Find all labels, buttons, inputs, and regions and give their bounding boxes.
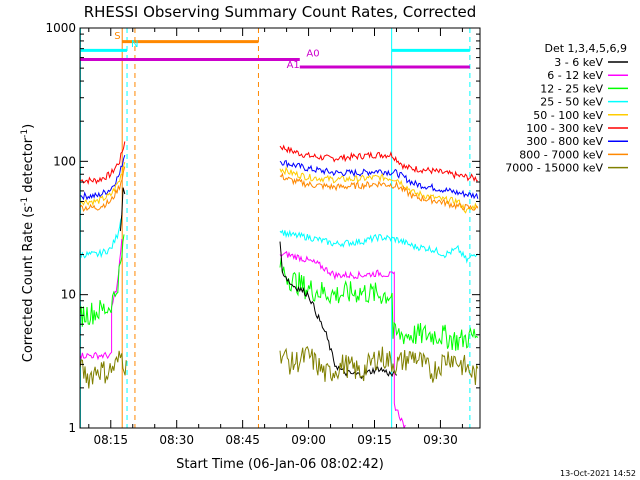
x-tick-label-5: 09:30 <box>423 433 458 447</box>
y-axis-title-mid: detector <box>21 137 36 197</box>
y-axis-title-sup1: -1 <box>20 197 30 206</box>
x-tick-label-0: 08:15 <box>93 433 128 447</box>
legend-label-1: 6 - 12 keV <box>547 69 603 82</box>
series-line-1 <box>80 154 479 201</box>
y-axis-title-end: ) <box>21 124 36 129</box>
flag-label-1: N <box>131 39 138 50</box>
y-axis-title: Corrected Count Rate (s-1 detector-1) <box>20 124 36 362</box>
series-group <box>80 141 479 428</box>
y-axis-title-main: Corrected Count Rate (s <box>21 206 36 363</box>
x-tick-label-3: 09:00 <box>291 433 326 447</box>
x-tick-label-1: 08:30 <box>159 433 194 447</box>
y-axis-title-sup2: -1 <box>20 129 30 138</box>
x-tick-label-2: 08:45 <box>225 433 260 447</box>
plot-frame <box>79 27 481 429</box>
legend-label-2: 12 - 25 keV <box>540 82 603 95</box>
flag-label-0: S <box>114 31 120 42</box>
plot-area: SN A0 A1 1 10 100 1000 08:15 08:30 08:45 09:00 09:1… <box>45 21 481 447</box>
series-line-5 <box>80 238 406 428</box>
legend-title: Det 1,3,4,5,6,9 <box>544 42 627 55</box>
legend-label-0: 3 - 6 keV <box>554 56 603 69</box>
legend-label-8: 7000 - 15000 keV <box>505 162 603 175</box>
timestamp: 13-Oct-2021 14:52 <box>560 469 636 478</box>
x-axis-title: Start Time (06-Jan-06 08:02:42) <box>176 457 384 472</box>
series-line-4 <box>80 217 479 264</box>
legend-label-6: 300 - 800 keV <box>526 135 603 148</box>
chart-title: RHESSI Observing Summary Count Rates, Co… <box>84 3 477 21</box>
legend-label-3: 25 - 50 keV <box>540 96 603 109</box>
series-line-8 <box>80 345 479 389</box>
series-line-2 <box>80 161 479 214</box>
legend-label-4: 50 - 100 keV <box>533 109 603 122</box>
y-tick-label-0: 1 <box>68 421 76 435</box>
y-tick-label-2: 100 <box>53 154 76 168</box>
y-tick-label-3: 1000 <box>45 21 76 35</box>
series-line-0 <box>80 141 478 185</box>
flag-label-3: A1 <box>287 60 300 71</box>
series-line-3 <box>80 166 479 212</box>
flag-label-2: A0 <box>306 49 319 60</box>
y-tick-label-1: 10 <box>61 288 76 302</box>
legend-label-5: 100 - 300 keV <box>526 122 603 135</box>
legend-label-7: 800 - 7000 keV <box>519 148 603 161</box>
x-tick-label-4: 09:15 <box>357 433 392 447</box>
series-line-6 <box>80 234 479 351</box>
